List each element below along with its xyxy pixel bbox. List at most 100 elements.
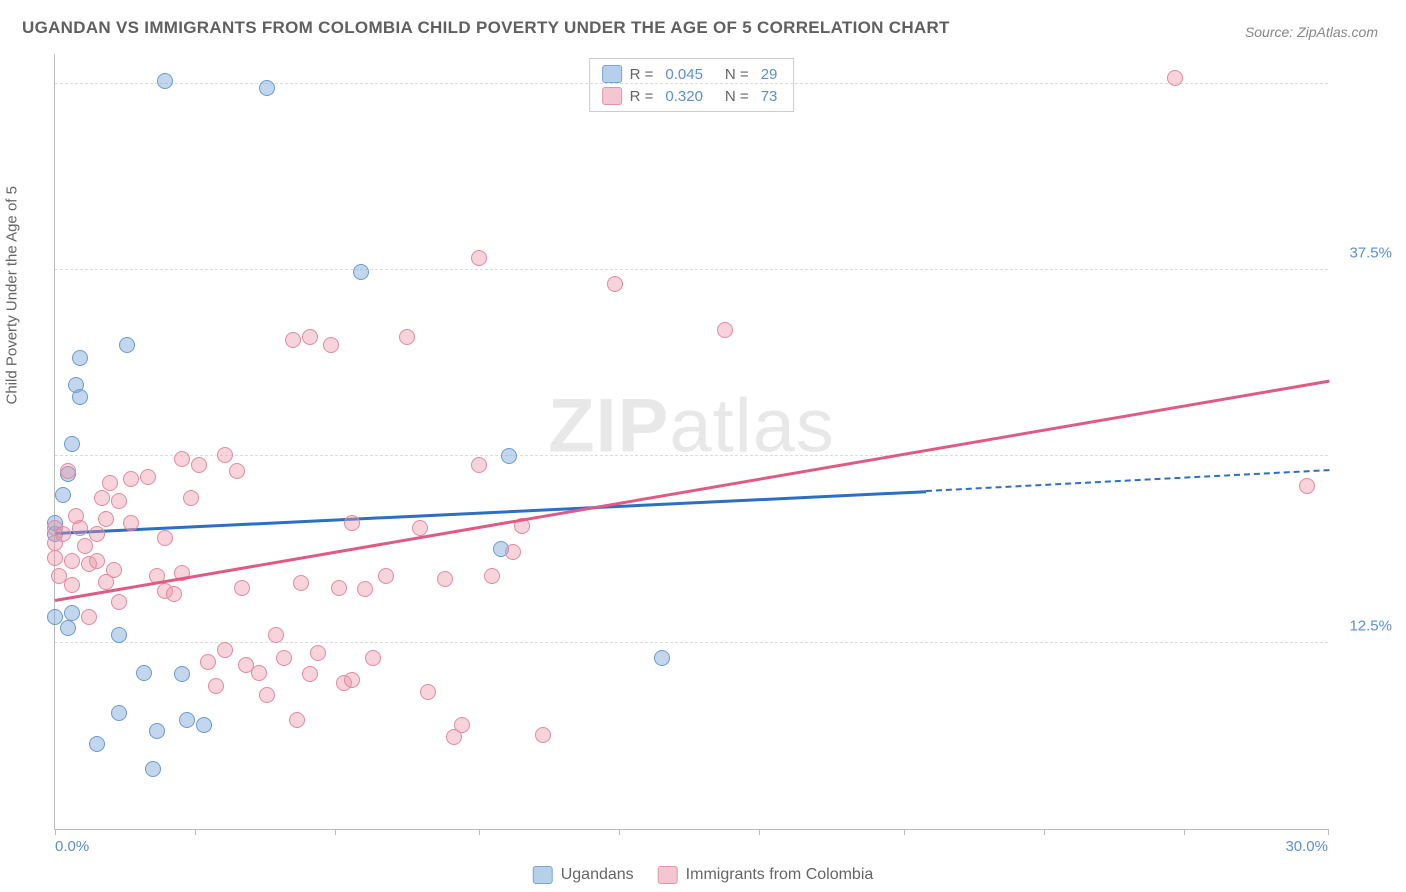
- x-tick: [479, 829, 480, 835]
- legend-item-colombia: Immigrants from Colombia: [658, 866, 874, 884]
- scatter-point: [293, 575, 309, 591]
- scatter-point: [501, 448, 517, 464]
- scatter-point: [60, 620, 76, 636]
- scatter-point: [119, 337, 135, 353]
- scatter-point: [196, 717, 212, 733]
- scatter-point: [454, 717, 470, 733]
- scatter-point: [276, 650, 292, 666]
- x-tick: [1044, 829, 1045, 835]
- scatter-point: [323, 337, 339, 353]
- watermark: ZIPatlas: [548, 383, 835, 470]
- scatter-point: [310, 645, 326, 661]
- scatter-point: [234, 580, 250, 596]
- n-label: N =: [725, 88, 749, 105]
- legend-row-ugandans: R = 0.045 N = 29: [602, 63, 782, 85]
- source-label: Source:: [1245, 24, 1297, 40]
- scatter-point: [200, 654, 216, 670]
- scatter-point: [111, 705, 127, 721]
- scatter-point: [289, 712, 305, 728]
- plot-area: ZIPatlas R = 0.045 N = 29 R = 0.320 N = …: [54, 54, 1328, 830]
- x-tick: [1184, 829, 1185, 835]
- scatter-point: [72, 350, 88, 366]
- scatter-point: [64, 553, 80, 569]
- n-label: N =: [725, 66, 749, 83]
- x-tick: [335, 829, 336, 835]
- scatter-point: [268, 627, 284, 643]
- scatter-point: [55, 526, 71, 542]
- y-tick-label: 37.5%: [1349, 245, 1392, 262]
- scatter-point: [174, 666, 190, 682]
- scatter-point: [77, 538, 93, 554]
- legend-label-colombia: Immigrants from Colombia: [686, 866, 874, 884]
- source-attribution: Source: ZipAtlas.com: [1245, 24, 1378, 40]
- scatter-point: [145, 761, 161, 777]
- scatter-point: [217, 642, 233, 658]
- scatter-point: [505, 544, 521, 560]
- scatter-point: [344, 672, 360, 688]
- scatter-point: [217, 447, 233, 463]
- series-legend: Ugandans Immigrants from Colombia: [533, 866, 874, 884]
- scatter-point: [484, 568, 500, 584]
- scatter-point: [331, 580, 347, 596]
- gridline: [55, 269, 1328, 270]
- x-tick-label: 0.0%: [55, 838, 89, 855]
- scatter-point: [437, 571, 453, 587]
- scatter-point: [607, 276, 623, 292]
- scatter-point: [89, 553, 105, 569]
- correlation-legend: R = 0.045 N = 29 R = 0.320 N = 73: [589, 58, 795, 112]
- scatter-point: [420, 684, 436, 700]
- scatter-point: [140, 469, 156, 485]
- source-value: ZipAtlas.com: [1297, 24, 1378, 40]
- scatter-point: [64, 577, 80, 593]
- scatter-point: [64, 436, 80, 452]
- scatter-point: [229, 463, 245, 479]
- scatter-point: [111, 594, 127, 610]
- x-tick: [904, 829, 905, 835]
- scatter-point: [285, 332, 301, 348]
- scatter-point: [412, 520, 428, 536]
- swatch-ugandans: [533, 866, 553, 884]
- y-tick-label: 12.5%: [1349, 617, 1392, 634]
- r-value-ugandans: 0.045: [665, 66, 703, 83]
- y-axis-label: Child Poverty Under the Age of 5: [4, 186, 21, 404]
- scatter-point: [72, 389, 88, 405]
- scatter-point: [191, 457, 207, 473]
- scatter-point: [1167, 70, 1183, 86]
- scatter-point: [378, 568, 394, 584]
- r-label: R =: [630, 66, 654, 83]
- gridline: [55, 642, 1328, 643]
- r-label: R =: [630, 88, 654, 105]
- scatter-point: [208, 678, 224, 694]
- scatter-point: [136, 665, 152, 681]
- scatter-point: [149, 723, 165, 739]
- trend-line: [55, 379, 1329, 601]
- swatch-colombia: [658, 866, 678, 884]
- scatter-point: [64, 605, 80, 621]
- r-value-colombia: 0.320: [665, 88, 703, 105]
- x-tick: [619, 829, 620, 835]
- scatter-point: [102, 475, 118, 491]
- scatter-point: [1299, 478, 1315, 494]
- legend-row-colombia: R = 0.320 N = 73: [602, 85, 782, 107]
- scatter-point: [174, 451, 190, 467]
- scatter-point: [353, 264, 369, 280]
- scatter-point: [717, 322, 733, 338]
- correlation-chart: UGANDAN VS IMMIGRANTS FROM COLOMBIA CHIL…: [0, 0, 1406, 892]
- n-value-ugandans: 29: [761, 66, 778, 83]
- swatch-colombia: [602, 87, 622, 105]
- scatter-point: [89, 526, 105, 542]
- scatter-point: [111, 627, 127, 643]
- scatter-point: [471, 250, 487, 266]
- legend-label-ugandans: Ugandans: [561, 866, 634, 884]
- scatter-point: [89, 736, 105, 752]
- legend-item-ugandans: Ugandans: [533, 866, 634, 884]
- gridline: [55, 83, 1328, 84]
- scatter-point: [535, 727, 551, 743]
- gridline: [55, 455, 1328, 456]
- n-value-colombia: 73: [761, 88, 778, 105]
- scatter-point: [157, 530, 173, 546]
- scatter-point: [357, 581, 373, 597]
- scatter-point: [81, 609, 97, 625]
- scatter-point: [399, 329, 415, 345]
- scatter-point: [60, 463, 76, 479]
